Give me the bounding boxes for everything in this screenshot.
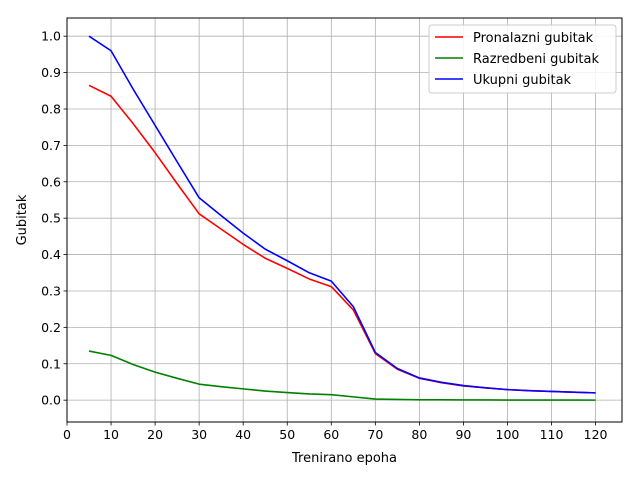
y-tick-label: 0.1 (41, 356, 61, 371)
y-axis-title: Gubitak (15, 194, 30, 245)
x-tick-label: 120 (584, 427, 608, 442)
x-tick-label: 0 (63, 427, 71, 442)
x-tick-label: 20 (147, 427, 163, 442)
x-tick-label: 50 (279, 427, 295, 442)
y-tick-label: 0.0 (41, 393, 61, 408)
series-line (88, 35, 596, 394)
grid (66, 18, 622, 422)
y-tick-label: 0.8 (41, 101, 61, 116)
y-tick-label: 0.7 (41, 138, 61, 153)
x-tick-label: 80 (411, 427, 427, 442)
x-tick-label: 10 (103, 427, 119, 442)
y-axis: 0.0 0.1 0.2 0.3 0.4 0.5 0.6 0.7 0.8 0.9 1.0 (41, 29, 67, 408)
y-tick-label: 0.9 (41, 65, 61, 80)
x-tick-label: 40 (235, 427, 251, 442)
y-tick-label: 0.3 (41, 283, 61, 298)
x-tick-label: 110 (540, 427, 564, 442)
plot-frame (66, 17, 623, 423)
x-axis: 0 10 20 30 40 50 60 70 80 90 100 110 120 (63, 422, 608, 442)
legend: Pronalazni gubitak Razredbeni gubitak Ukup… (428, 24, 617, 94)
series-line (88, 350, 596, 401)
y-tick-label: 0.5 (41, 211, 61, 226)
legend-label: Ukupni gubitak (473, 73, 572, 88)
legend-label: Pronalazni gubitak (473, 31, 594, 46)
x-tick-label: 70 (367, 427, 383, 442)
legend-box (428, 24, 617, 94)
x-tick-label: 30 (191, 427, 207, 442)
y-tick-label: 0.2 (41, 320, 61, 335)
x-tick-label: 60 (323, 427, 339, 442)
y-tick-label: 0.6 (41, 174, 61, 189)
y-tick-label: 0.4 (41, 247, 61, 262)
x-tick-label: 100 (496, 427, 520, 442)
x-tick-label: 90 (455, 427, 471, 442)
legend-label: Razredbeni gubitak (473, 52, 599, 67)
series-lines (88, 35, 596, 401)
x-axis-title: Trenirano epoha (291, 451, 397, 466)
y-tick-label: 1.0 (41, 29, 61, 44)
